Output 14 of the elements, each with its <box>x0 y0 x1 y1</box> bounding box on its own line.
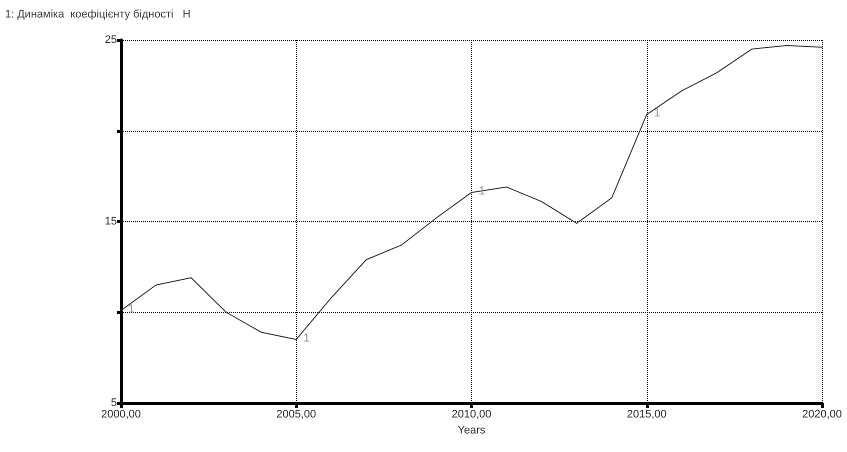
y-tick-label: 15 <box>104 216 117 228</box>
text: 1 <box>303 330 310 344</box>
x-tick-label: 2000,00 <box>101 408 141 420</box>
text: 1 <box>128 301 135 316</box>
y-tick-label: 5 <box>110 397 117 409</box>
chart-title: 1: Динаміка коефіцієнту бідності Н <box>5 8 191 20</box>
x-axis-title: Years <box>458 424 486 436</box>
x-tick-label: 2010,00 <box>452 408 492 420</box>
x-tick-label: 2020,00 <box>802 408 842 420</box>
y-tick-label: 25 <box>104 34 117 46</box>
x-tick-label: 2005,00 <box>276 408 316 420</box>
x-tick-label: 2015,00 <box>626 408 667 420</box>
text: 1 <box>654 105 660 120</box>
line-series <box>120 44 822 340</box>
